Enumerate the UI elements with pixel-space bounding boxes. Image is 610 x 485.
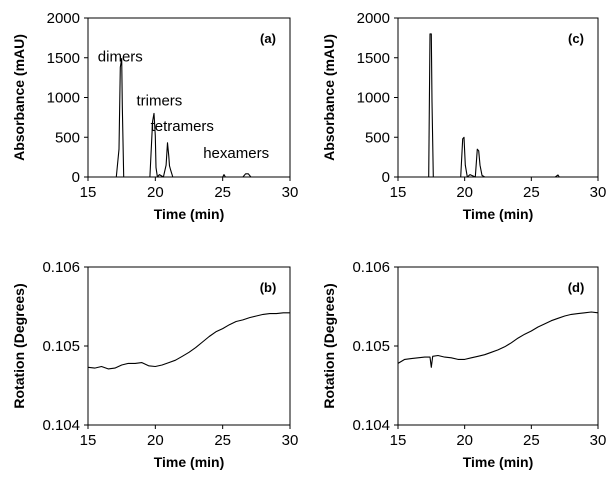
y-tick-label: 1000 [47,90,80,107]
y-tick-label: 0.105 [42,338,80,355]
series-line [88,57,290,178]
y-axis-title: Absorbance (mAU) [11,34,27,161]
y-tick-label: 2000 [357,10,390,27]
panel-d: 15 20 25 30 0.104 0.105 0.106 Time (min) Rotatio… [321,259,606,470]
series-line [87,312,290,370]
x-tick-label: 30 [590,432,607,449]
y-tick-label: 1500 [357,50,390,67]
panel-label: (b) [260,280,277,295]
x-axis-title: Time (min) [463,206,534,222]
x-tick-label: 15 [80,432,97,449]
y-axis-title: Rotation (Degrees) [321,283,337,408]
x-tick-label: 15 [390,432,407,449]
x-axis-title: Time (min) [154,454,225,470]
y-tick-label: 500 [365,129,390,146]
x-tick-label: 25 [523,432,540,449]
y-tick-label: 0.106 [42,259,80,276]
series-line [398,33,598,178]
x-tick-label: 20 [456,432,473,449]
y-tick-label: 0.106 [352,259,390,276]
y-tick-label: 0 [382,169,390,186]
panel-c: 15 20 25 30 0 500 1000 1500 2000 Time (min) Absorb… [321,10,606,222]
x-tick-label: 25 [214,184,231,201]
x-tick-label: 30 [590,184,607,201]
peak-annotation: hexamers [203,145,269,162]
y-axis-title: Rotation (Degrees) [11,283,27,408]
panel-label: (c) [568,31,584,46]
x-tick-label: 15 [80,184,97,201]
peak-annotation: tetramers [151,118,214,135]
x-tick-label: 20 [147,432,164,449]
y-tick-label: 1500 [47,50,80,67]
y-axis-title: Absorbance (mAU) [321,34,337,161]
x-tick-label: 20 [147,184,164,201]
x-tick-label: 25 [214,432,231,449]
panel-a: 15 20 25 30 0 500 1000 1500 2000 Time (min) Absorb… [11,10,298,222]
x-axis-title: Time (min) [154,206,225,222]
y-tick-label: 0.105 [352,338,390,355]
peak-annotation: dimers [98,49,143,66]
y-tick-label: 0.104 [42,417,80,434]
series-line [397,311,599,368]
x-tick-label: 30 [282,432,299,449]
x-tick-label: 25 [523,184,540,201]
y-tick-label: 0.104 [352,417,390,434]
panel-b: 15 20 25 30 0.104 0.105 0.106 Time (min) Rotatio… [11,259,298,470]
y-tick-label: 1000 [357,90,390,107]
panel-label: (d) [568,280,585,295]
x-tick-label: 20 [456,184,473,201]
y-tick-label: 500 [55,129,80,146]
y-tick-label: 2000 [47,10,80,27]
panel-label: (a) [260,31,276,46]
x-axis-title: Time (min) [463,454,534,470]
y-tick-label: 0 [72,169,80,186]
x-tick-label: 30 [282,184,299,201]
peak-annotation: trimers [136,92,182,109]
x-tick-label: 15 [390,184,407,201]
